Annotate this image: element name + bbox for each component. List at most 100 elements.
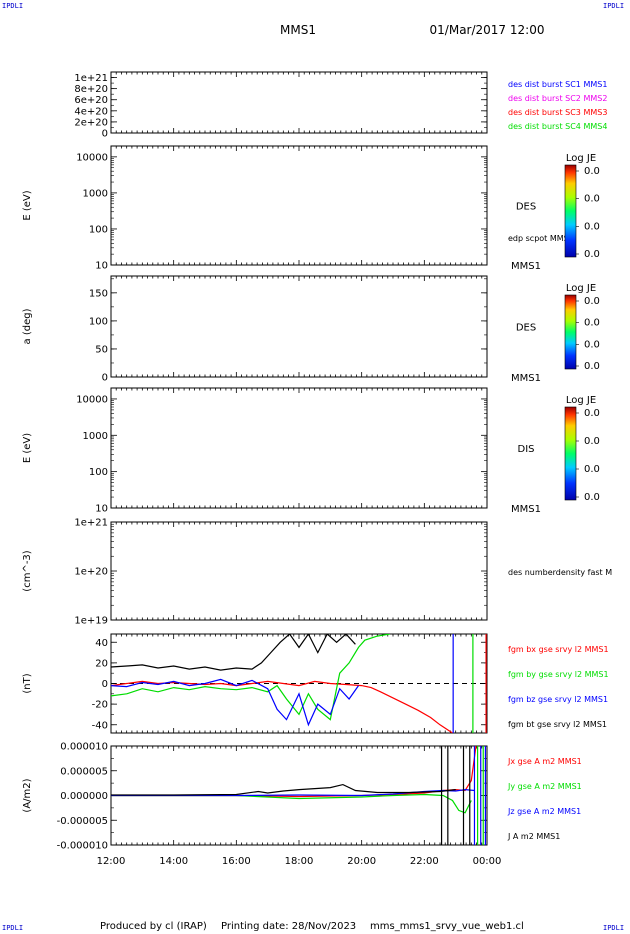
legend-entry: des numberdensity fast M xyxy=(508,568,612,577)
y-tick-label: 8e+20 xyxy=(74,84,108,95)
colorbar xyxy=(564,406,577,501)
legend-entry: fgm bx gse srvy l2 MMS1 xyxy=(508,645,609,654)
x-tick-label: 14:00 xyxy=(159,856,188,867)
legend-entry: fgm by gse srvy l2 MMS1 xyxy=(508,670,609,679)
footer-file-name: mms_mms1_srvy_vue_web1.cl xyxy=(370,921,524,932)
corner-label-top-left: IPDLI xyxy=(2,2,24,10)
corner-label-bottom-left: IPDLI xyxy=(2,924,24,932)
legend-entry: Jx gse A m2 MMS1 xyxy=(507,757,582,766)
spacecraft-label: MMS1 xyxy=(511,261,541,272)
series-line xyxy=(111,634,390,721)
y-tick-label: 1e+21 xyxy=(74,518,108,529)
y-tick-label: 10 xyxy=(95,261,108,272)
y-axis-label: E (eV) xyxy=(22,433,33,463)
y-axis-label: E (eV) xyxy=(22,190,33,220)
colorbar-tick-label: 0.0 xyxy=(584,361,600,372)
colorbar-title: Log JE xyxy=(566,283,596,294)
y-tick-label: 1e+20 xyxy=(74,567,108,578)
panel-des-pitch: 0 50 100 150 a (deg) DES MMS1 Log JE 0.0 0.0 0.0 0.… xyxy=(22,275,600,384)
colorbar-title: Log JE xyxy=(566,395,596,406)
legend-entry: fgm bz gse srvy l2 MMS1 xyxy=(508,695,608,704)
y-tick-label: -40 xyxy=(92,720,108,731)
overlay-label: edp scpot MMS1 xyxy=(508,234,574,243)
legend-entry: J A m2 MMS1 xyxy=(507,832,560,841)
y-axis-label: (A/m2) xyxy=(22,778,33,812)
y-tick-label: 1000 xyxy=(83,188,108,199)
series-line xyxy=(111,634,356,671)
y-tick-label: 0 xyxy=(102,679,108,690)
legend-entry: Jy gse A m2 MMS1 xyxy=(507,782,582,791)
panel-frame xyxy=(110,71,488,134)
y-tick-label: 0.000000 xyxy=(60,791,108,802)
y-tick-label: -0.000010 xyxy=(57,841,108,852)
y-tick-label: 6e+20 xyxy=(74,95,108,106)
x-tick-label: 20:00 xyxy=(347,856,376,867)
panel-frame xyxy=(110,521,488,621)
y-tick-label: 1e+19 xyxy=(74,616,108,627)
colorbar-tick-label: 0.0 xyxy=(584,166,600,177)
corner-label-top-right: IPDLI xyxy=(603,2,625,10)
legend-entry: des dist burst SC3 MMS3 xyxy=(508,108,607,117)
x-tick-label: 16:00 xyxy=(222,856,251,867)
spacecraft-label: MMS1 xyxy=(511,504,541,515)
legend-entry: fgm bt gse srvy l2 MMS1 xyxy=(508,720,607,729)
x-tick-label: 22:00 xyxy=(410,856,439,867)
panel-frame xyxy=(110,275,488,378)
colorbar-tick-label: 0.0 xyxy=(584,492,600,503)
legend-entry: des dist burst SC4 MMS4 xyxy=(508,122,607,131)
colorbar-tick-label: 0.0 xyxy=(584,408,600,419)
y-tick-label: 1000 xyxy=(83,431,108,442)
panel-frame xyxy=(110,387,488,509)
y-tick-label: 0 xyxy=(102,373,108,384)
y-tick-label: 0.000010 xyxy=(60,742,108,753)
x-tick-label: 18:00 xyxy=(285,856,314,867)
datetime-title: 01/Mar/2017 12:00 xyxy=(430,23,545,37)
panel-fgm: -40 -20 0 20 40 (nT) fgm bx gse srvy l2 MMS1 fg… xyxy=(22,633,609,734)
colorbar-tick-label: 0.0 xyxy=(584,221,600,232)
series-group xyxy=(111,634,453,733)
colorbar-tick-label: 0.0 xyxy=(584,339,600,350)
x-tick-label: 00:00 xyxy=(473,856,502,867)
legend-entry: Jz gse A m2 MMS1 xyxy=(507,807,581,816)
footer-printing-date: Printing date: 28/Nov/2023 xyxy=(221,921,356,932)
panel-des-energy: 10 100 1000 10000 E (eV) DES MMS1 edp scpot MMS… xyxy=(22,145,600,272)
y-tick-label: 1e+21 xyxy=(74,73,108,84)
y-tick-label: 10000 xyxy=(76,152,108,163)
corner-label-bottom-right: IPDLI xyxy=(603,924,625,932)
y-tick-label: 2e+20 xyxy=(74,117,108,128)
y-tick-label: -0.000005 xyxy=(57,816,108,827)
y-tick-label: 10 xyxy=(95,504,108,515)
spacecraft-title: MMS1 xyxy=(280,23,316,37)
panel-dis-energy: 10 100 1000 10000 E (eV) DIS MMS1 Log JE 0.0 0.0 0… xyxy=(22,387,600,515)
y-axis-label: a (deg) xyxy=(22,308,33,344)
y-tick-label: 10000 xyxy=(76,394,108,405)
footer-produced-by: Produced by cl (IRAP) xyxy=(100,921,207,932)
panel-density: 1e+19 1e+20 1e+21 (cm^-3) des numberdensity … xyxy=(22,518,612,627)
panel-currents: -0.000010 -0.000005 0.000000 0.000005 0.0000… xyxy=(22,742,582,852)
panel-frame xyxy=(110,145,488,266)
instrument-label: DES xyxy=(516,202,536,213)
series-line xyxy=(111,783,456,796)
y-tick-label: 40 xyxy=(95,638,108,649)
y-tick-label: 20 xyxy=(95,658,108,669)
y-tick-label: 50 xyxy=(95,344,108,355)
series-line xyxy=(111,746,477,798)
colorbar-tick-label: 0.0 xyxy=(584,464,600,475)
colorbar-tick-label: 0.0 xyxy=(584,249,600,260)
y-tick-label: 100 xyxy=(89,224,108,235)
y-tick-label: 100 xyxy=(89,316,108,327)
y-tick-label: 0 xyxy=(102,129,108,140)
series-line xyxy=(111,680,453,733)
x-tick-label: 12:00 xyxy=(97,856,126,867)
series-group xyxy=(111,746,477,814)
legend-entry: des dist burst SC2 MMS2 xyxy=(508,94,607,103)
colorbar xyxy=(564,164,577,258)
colorbar-tick-label: 0.0 xyxy=(584,318,600,329)
y-tick-label: 4e+20 xyxy=(74,106,108,117)
colorbar-tick-label: 0.0 xyxy=(584,296,600,307)
colorbar-title: Log JE xyxy=(566,153,596,164)
spacecraft-label: MMS1 xyxy=(511,373,541,384)
series-line xyxy=(111,678,359,727)
y-tick-label: 100 xyxy=(89,467,108,478)
